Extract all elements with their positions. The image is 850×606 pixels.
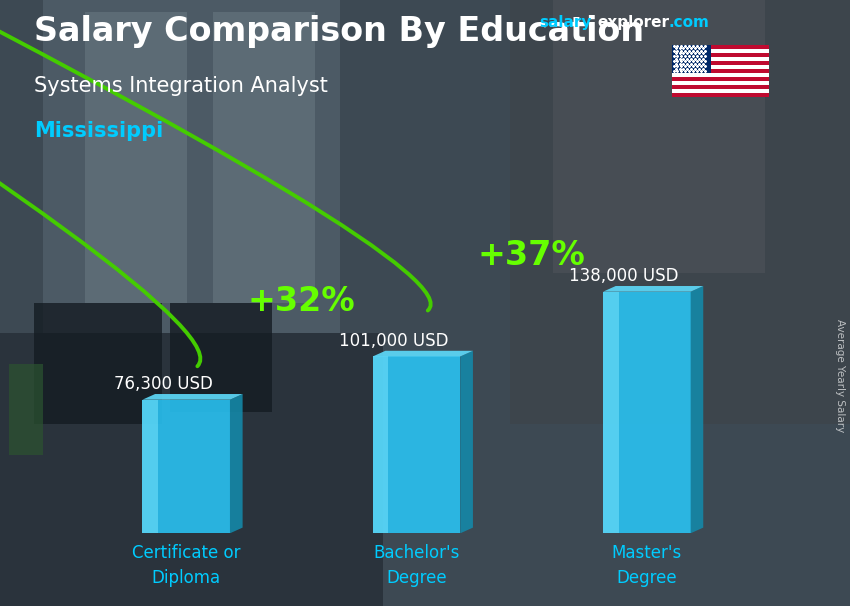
Text: Systems Integration Analyst: Systems Integration Analyst xyxy=(34,76,328,96)
Bar xyxy=(672,58,769,61)
Bar xyxy=(42,0,340,333)
Text: +37%: +37% xyxy=(478,239,586,272)
Bar xyxy=(0,333,382,606)
Bar xyxy=(672,50,769,53)
Bar xyxy=(672,45,769,50)
Bar xyxy=(34,303,162,424)
Text: Average Yearly Salary: Average Yearly Salary xyxy=(835,319,845,432)
Bar xyxy=(672,65,769,69)
Polygon shape xyxy=(460,351,473,533)
Bar xyxy=(672,69,769,73)
Bar xyxy=(373,356,460,533)
Polygon shape xyxy=(230,394,242,533)
Bar xyxy=(672,81,769,85)
Bar xyxy=(672,45,711,73)
Bar xyxy=(672,77,769,81)
Text: Salary Comparison By Education: Salary Comparison By Education xyxy=(34,15,644,48)
Bar xyxy=(672,89,769,93)
Text: Mississippi: Mississippi xyxy=(34,121,163,141)
Bar xyxy=(212,12,314,303)
Bar xyxy=(672,85,769,89)
Polygon shape xyxy=(603,286,703,291)
Bar xyxy=(143,400,230,533)
Bar xyxy=(552,0,765,273)
Text: 76,300 USD: 76,300 USD xyxy=(114,375,212,393)
Bar xyxy=(8,364,42,454)
Text: 138,000 USD: 138,000 USD xyxy=(569,267,678,285)
Text: .com: .com xyxy=(668,15,709,30)
Bar xyxy=(672,73,769,77)
Polygon shape xyxy=(143,394,242,400)
Bar xyxy=(510,0,850,424)
Bar xyxy=(603,291,619,533)
Bar xyxy=(672,53,769,58)
Text: explorer: explorer xyxy=(598,15,670,30)
Bar xyxy=(672,93,769,97)
Text: salary: salary xyxy=(540,15,592,30)
Bar xyxy=(603,291,690,533)
Polygon shape xyxy=(373,351,473,356)
Text: 101,000 USD: 101,000 USD xyxy=(338,331,448,350)
Bar xyxy=(143,400,158,533)
Bar xyxy=(170,303,272,412)
Bar xyxy=(373,356,388,533)
Bar xyxy=(672,61,769,65)
Polygon shape xyxy=(690,286,703,533)
Bar xyxy=(85,12,187,303)
Text: +32%: +32% xyxy=(247,285,355,318)
